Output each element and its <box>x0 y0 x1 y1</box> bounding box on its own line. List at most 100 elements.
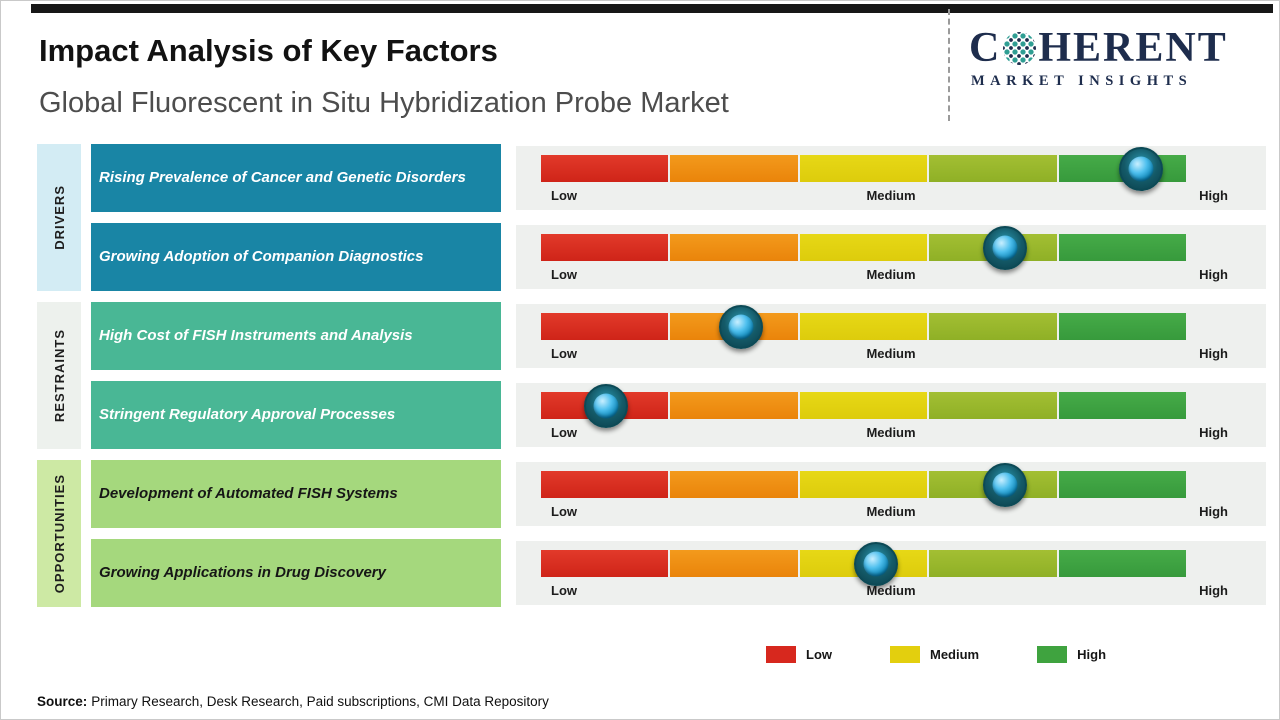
bar-segment-medium-high <box>929 313 1057 340</box>
bar-segment-low-medium <box>670 550 798 577</box>
legend-label-low: Low <box>806 647 832 662</box>
bar-segment-low-medium <box>670 392 798 419</box>
legend-swatch-low <box>766 646 796 663</box>
bar-segment-medium <box>799 313 928 340</box>
impact-bar <box>541 383 1187 428</box>
source-label: Source: <box>37 694 88 709</box>
impact-row: High Cost of FISH Instruments and Analys… <box>1 302 1279 370</box>
bar-segment-high <box>1058 550 1187 577</box>
bar-segment-low-medium <box>670 155 798 182</box>
impact-marker <box>718 304 763 349</box>
scale-label-low: Low <box>551 425 577 440</box>
source-text: Primary Research, Desk Research, Paid su… <box>91 694 549 709</box>
company-logo: C HERENT MARKET INSIGHTS <box>969 27 1269 90</box>
impact-marker <box>1118 146 1163 191</box>
impact-bar-track: Low Medium High <box>516 146 1266 210</box>
legend-item-medium: Medium <box>890 646 979 663</box>
logo-wordmark: C HERENT <box>969 27 1269 69</box>
impact-bar <box>541 462 1187 507</box>
factor-card: Growing Adoption of Companion Diagnostic… <box>91 223 501 291</box>
factor-card: High Cost of FISH Instruments and Analys… <box>91 302 501 370</box>
impact-row: Development of Automated FISH Systems Lo… <box>1 460 1279 528</box>
scale-label-low: Low <box>551 188 577 203</box>
bar-segment-low <box>541 471 669 498</box>
impact-marker-core <box>728 314 754 339</box>
scale-label-low: Low <box>551 346 577 361</box>
factor-label: Growing Applications in Drug Discovery <box>99 564 386 582</box>
scale-label-high: High <box>1199 583 1228 598</box>
factor-label: Rising Prevalence of Cancer and Genetic … <box>99 169 466 187</box>
impact-row: Stringent Regulatory Approval Processes … <box>1 381 1279 449</box>
logo-tagline: MARKET INSIGHTS <box>971 73 1193 89</box>
bar-segment-low <box>541 234 669 261</box>
scale-label-medium: Medium <box>866 425 916 440</box>
impact-bar <box>541 225 1187 270</box>
scale-label-medium: Medium <box>866 188 916 203</box>
scale-label-low: Low <box>551 504 577 519</box>
bar-segment-medium-high <box>929 550 1057 577</box>
logo-text-start: C <box>969 25 1002 71</box>
legend-swatch-high <box>1037 646 1068 663</box>
impact-marker <box>983 225 1028 270</box>
bar-segment-high <box>1058 313 1187 340</box>
impact-marker <box>583 383 628 428</box>
factor-label: Development of Automated FISH Systems <box>99 485 398 503</box>
scale-label-high: High <box>1199 504 1228 519</box>
factor-card: Development of Automated FISH Systems <box>91 460 501 528</box>
scale-label-medium: Medium <box>866 267 916 282</box>
scale-label-low: Low <box>551 583 577 598</box>
factor-card: Growing Applications in Drug Discovery <box>91 539 501 607</box>
legend-label-medium: Medium <box>930 647 980 662</box>
bar-segment-medium <box>799 155 928 182</box>
category-band-opportunities: OPPORTUNITIES <box>37 460 81 607</box>
logo-dotted-o-icon <box>1003 31 1037 65</box>
factor-card: Stringent Regulatory Approval Processes <box>91 381 501 449</box>
bar-segment-low-medium <box>670 471 798 498</box>
bar-segment-low <box>541 550 669 577</box>
impact-row: Growing Adoption of Companion Diagnostic… <box>1 223 1279 291</box>
bar-segment-low-medium <box>670 234 798 261</box>
page-subtitle: Global Fluorescent in Situ Hybridization… <box>39 87 729 119</box>
scale-label-medium: Medium <box>866 583 916 598</box>
impact-marker <box>854 541 899 586</box>
factor-label: High Cost of FISH Instruments and Analys… <box>99 327 413 345</box>
legend-item-high: High <box>1037 646 1106 663</box>
impact-bar-track: Low Medium High <box>516 225 1266 289</box>
source-line: Source: Primary Research, Desk Research, … <box>37 694 549 709</box>
bar-segment-high <box>1058 471 1187 498</box>
logo-text-end: HERENT <box>1038 25 1228 71</box>
impact-marker-core <box>992 472 1018 497</box>
factor-label: Stringent Regulatory Approval Processes <box>99 406 396 424</box>
impact-bar-track: Low Medium High <box>516 383 1266 447</box>
category-band-drivers: DRIVERS <box>37 144 81 291</box>
impact-row: Rising Prevalence of Cancer and Genetic … <box>1 144 1279 212</box>
impact-marker-core <box>1128 156 1154 181</box>
scale-label-high: High <box>1199 425 1228 440</box>
scale-label-medium: Medium <box>866 346 916 361</box>
factor-label: Growing Adoption of Companion Diagnostic… <box>99 248 424 266</box>
bar-segment-low <box>541 155 669 182</box>
bar-segment-medium-high <box>929 155 1057 182</box>
impact-marker-core <box>992 235 1018 260</box>
bar-segment-medium-high <box>929 392 1057 419</box>
bar-segment-medium <box>799 471 928 498</box>
scale-label-high: High <box>1199 188 1228 203</box>
impact-bar-track: Low Medium High <box>516 304 1266 368</box>
page-title: Impact Analysis of Key Factors <box>39 33 498 68</box>
bar-segment-low <box>541 313 669 340</box>
bar-segment-high <box>1058 392 1187 419</box>
impact-bar <box>541 304 1187 349</box>
bar-segment-medium <box>799 234 928 261</box>
impact-marker-core <box>863 551 889 576</box>
impact-bar-track: Low Medium High <box>516 541 1266 605</box>
impact-marker <box>983 462 1028 507</box>
bar-segment-high <box>1058 234 1187 261</box>
scale-label-high: High <box>1199 346 1228 361</box>
factor-card: Rising Prevalence of Cancer and Genetic … <box>91 144 501 212</box>
scale-label-high: High <box>1199 267 1228 282</box>
scale-label-medium: Medium <box>866 504 916 519</box>
bar-segment-medium <box>799 392 928 419</box>
impact-bar <box>541 541 1187 586</box>
legend-item-low: Low <box>766 646 832 663</box>
